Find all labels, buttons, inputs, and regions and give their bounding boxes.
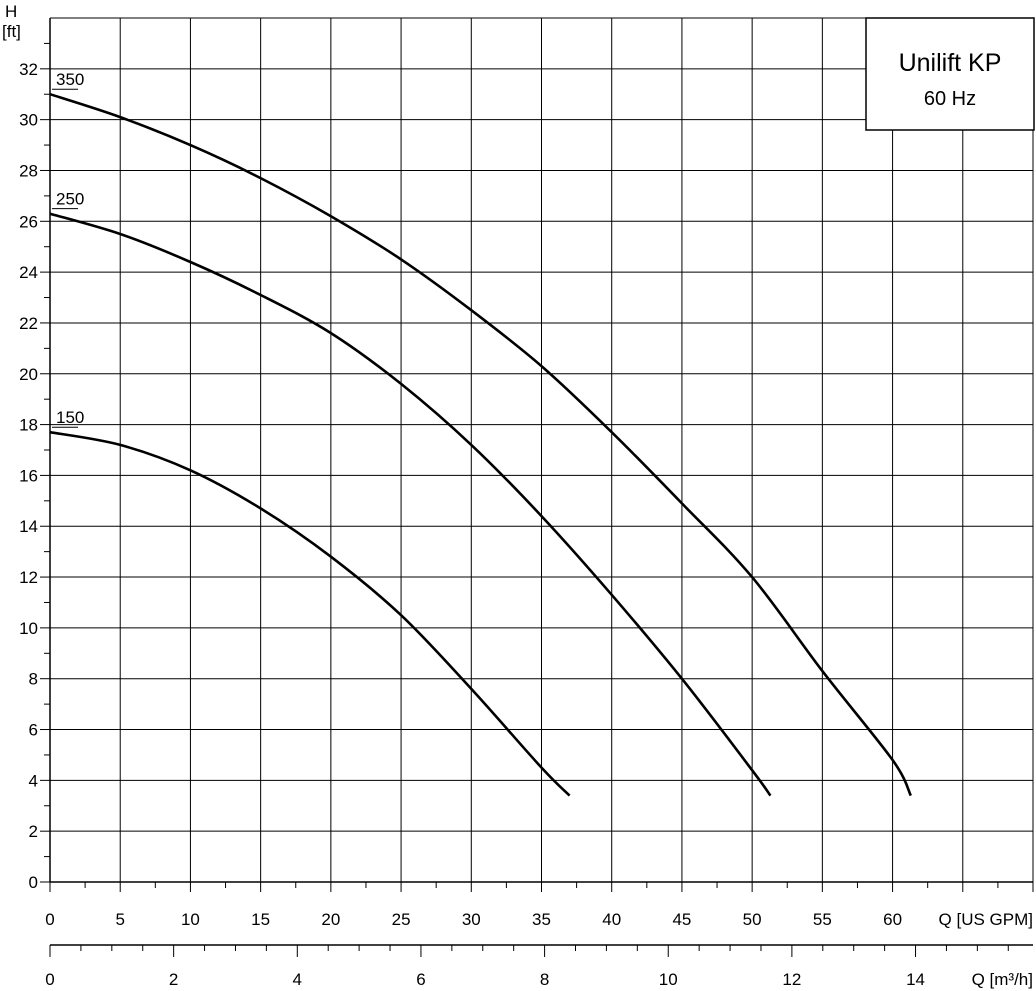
y-tick-label: 26 [19,212,38,231]
x2-tick-label: 8 [540,970,549,989]
x-tick-label: 10 [181,910,200,929]
x2-tick-label: 14 [906,970,925,989]
y-tick-label: 12 [19,568,38,587]
y-tick-label: 4 [29,771,38,790]
y-tick-label: 6 [29,721,38,740]
y-tick-label: 16 [19,466,38,485]
pump-curves [49,92,912,797]
x-tick-label: 35 [532,910,551,929]
x2-tick-label: 10 [659,970,678,989]
x-tick-label: 40 [602,910,621,929]
x2-tick-label: 4 [293,970,302,989]
x-tick-label: 0 [45,910,54,929]
title-box: Unilift KP 60 Hz [865,17,1035,131]
chart-subtitle: 60 Hz [924,88,976,110]
series-label-350: 350 [56,70,84,89]
y-axis-label-unit: [ft] [2,22,21,41]
x-tick-label: 15 [251,910,270,929]
x-axis-label-m3h: Q [m³/h] [972,970,1033,989]
x2-tick-label: 2 [169,970,178,989]
x-axis-label-gpm: Q [US GPM] [939,910,1033,929]
axes [40,17,1034,957]
y-tick-label: 32 [19,60,38,79]
y-tick-label: 30 [19,111,38,130]
chart-title: Unilift KP [899,49,1002,77]
y-tick-label: 24 [19,263,38,282]
y-tick-label: 2 [29,822,38,841]
x-tick-label: 45 [672,910,691,929]
y-tick-label: 22 [19,314,38,333]
x2-tick-label: 12 [782,970,801,989]
series-label-150: 150 [56,408,84,427]
x-tick-label: 25 [392,910,411,929]
y-tick-label: 28 [19,161,38,180]
series-labels: 350 250 150 [52,70,84,428]
x-tick-label: 20 [321,910,340,929]
y-tick-label: 20 [19,365,38,384]
series-label-250: 250 [56,190,84,209]
curve-350 [49,92,912,797]
y-axis-label-h: H [5,2,17,21]
y-tick-label: 18 [19,416,38,435]
x-tick-label: 30 [462,910,481,929]
x2-tick-label: 6 [416,970,425,989]
x-tick-label: 5 [115,910,124,929]
x-tick-label: 55 [813,910,832,929]
y-tick-label: 10 [19,619,38,638]
y-tick-label: 0 [29,873,38,892]
curve-150 [49,430,571,797]
curve-250 [49,212,772,797]
x-tick-label: 60 [883,910,902,929]
y-tick-label: 14 [19,517,38,536]
y-tick-label: 8 [29,670,38,689]
x2-tick-label: 0 [45,970,54,989]
x-tick-label: 50 [743,910,762,929]
